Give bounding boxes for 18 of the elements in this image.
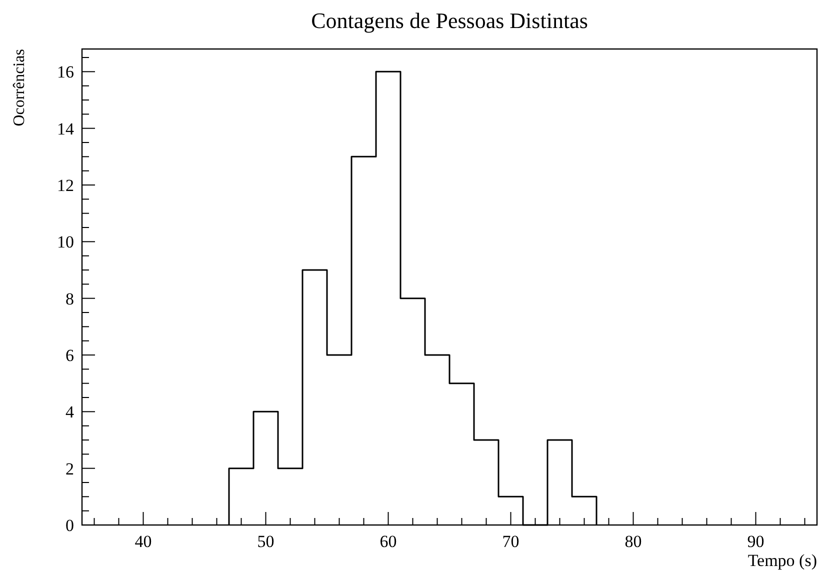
y-tick-label: 10: [57, 232, 74, 252]
x-tick-label: 70: [502, 532, 520, 551]
x-tick-label: 80: [624, 532, 642, 551]
y-tick-label: 0: [66, 516, 74, 535]
x-tick-label: 50: [257, 532, 274, 551]
x-tick-label: 60: [380, 532, 397, 551]
y-tick-label: 6: [66, 346, 74, 365]
y-tick-label: 14: [57, 119, 74, 138]
x-tick-label: 40: [134, 532, 152, 551]
x-axis-title: Tempo (s): [748, 551, 817, 570]
chart-title: Contagens de Pessoas Distintas: [311, 8, 588, 33]
y-axis-title: Ocorrências: [11, 49, 28, 126]
y-tick-label: 12: [57, 176, 74, 195]
y-tick-label: 16: [57, 62, 74, 82]
x-tick-label: 90: [747, 532, 764, 551]
y-tick-label: 2: [66, 459, 74, 478]
y-tick-label: 4: [66, 402, 74, 422]
y-tick-label: 8: [66, 289, 74, 308]
